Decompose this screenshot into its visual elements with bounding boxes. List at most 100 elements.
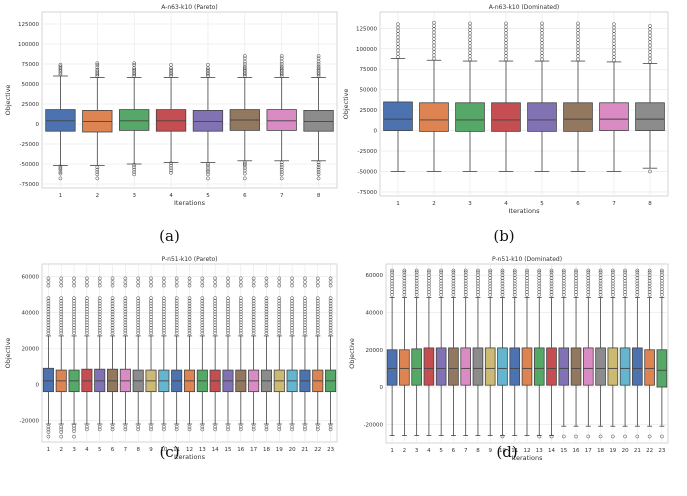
box-body — [583, 347, 594, 386]
outlier-point — [277, 323, 282, 327]
outlier-point — [97, 301, 102, 306]
outlier-point — [476, 292, 480, 297]
outlier-point — [488, 273, 493, 278]
outlier-point — [439, 270, 444, 275]
outlier-point — [279, 165, 284, 170]
outlier-point — [277, 276, 282, 281]
outlier-point — [242, 54, 247, 58]
outlier-point — [647, 281, 652, 286]
outlier-point — [97, 315, 102, 319]
x-tick-label: 12 — [524, 448, 531, 454]
outlier-point — [303, 304, 307, 309]
outlier-point — [161, 312, 166, 317]
outlier-point — [174, 427, 179, 432]
outlier-point — [46, 283, 51, 288]
outlier-point — [586, 276, 591, 280]
outlier-point — [504, 21, 508, 26]
outlier-point — [279, 172, 284, 177]
y-tick-label: 0 — [36, 122, 40, 128]
outlier-point — [414, 281, 419, 286]
outlier-point — [187, 276, 192, 281]
outlier-point — [427, 276, 431, 280]
outlier-point — [123, 317, 128, 322]
outlier-point — [537, 287, 542, 292]
outlier-point — [316, 160, 321, 165]
outlier-point — [136, 276, 141, 281]
outlier-point — [574, 270, 578, 275]
outlier-point — [132, 62, 137, 67]
outlier-point — [537, 434, 542, 439]
outlier-point — [512, 273, 517, 278]
outlier-point — [251, 309, 256, 314]
outlier-point — [226, 427, 230, 432]
x-tick-label: 23 — [658, 448, 665, 454]
outlier-point — [264, 331, 269, 336]
outlier-point — [488, 281, 493, 286]
outlier-point — [97, 331, 102, 336]
outlier-point — [635, 287, 640, 292]
outlier-point — [647, 270, 652, 275]
outlier-point — [414, 273, 419, 278]
box-1 — [42, 276, 54, 439]
y-tick-label: 0 — [380, 385, 384, 391]
outlier-point — [85, 307, 89, 311]
outlier-point — [290, 331, 294, 336]
outlier-point — [414, 284, 419, 289]
outlier-point — [328, 283, 333, 288]
outlier-point — [200, 325, 205, 330]
outlier-point — [59, 325, 64, 330]
outlier-point — [85, 309, 89, 314]
box-body — [635, 102, 665, 131]
box-14 — [546, 268, 557, 439]
box-23 — [325, 276, 337, 432]
box-1 — [383, 22, 413, 172]
outlier-point — [315, 317, 320, 322]
box-17 — [248, 276, 260, 432]
outlier-point — [200, 427, 205, 432]
outlier-point — [500, 270, 505, 275]
x-tick-label: 4 — [427, 448, 431, 454]
x-tick-label: 3 — [132, 193, 136, 199]
chart-title: A-n63-k10 (Dominated) — [489, 4, 560, 11]
outlier-point — [660, 281, 664, 286]
outlier-point — [328, 312, 333, 317]
y-tick-label: 20000 — [366, 348, 384, 354]
subfigure-caption: (d) — [496, 443, 517, 461]
box-body — [644, 349, 655, 386]
outlier-point — [161, 328, 166, 333]
outlier-point — [213, 304, 218, 309]
plot-frame — [41, 11, 338, 189]
outlier-point — [660, 287, 664, 292]
box-19 — [607, 268, 619, 439]
box-4 — [81, 276, 93, 432]
outlier-point — [574, 268, 578, 273]
outlier-point — [402, 287, 407, 292]
outlier-point — [463, 290, 468, 294]
outlier-point — [132, 172, 137, 177]
outlier-point — [136, 317, 141, 322]
chart-2: -75000 -50000 -25000 0 25000 50000 75000 100000… — [342, 4, 669, 245]
outlier-point — [187, 299, 192, 303]
outlier-point — [226, 328, 230, 333]
outlier-point — [174, 276, 179, 281]
outlier-point — [290, 309, 294, 314]
outlier-point — [226, 320, 230, 325]
outlier-point — [610, 292, 615, 297]
outlier-point — [161, 283, 166, 288]
outlier-point — [315, 307, 320, 311]
outlier-point — [328, 424, 333, 429]
outlier-point — [537, 276, 542, 280]
outlier-point — [251, 312, 256, 317]
y-tick-label: 125000 — [356, 26, 377, 32]
outlier-point — [561, 270, 566, 275]
outlier-point — [303, 320, 307, 325]
outlier-point — [59, 320, 64, 325]
outlier-point — [635, 281, 640, 286]
outlier-point — [85, 283, 89, 288]
outlier-point — [414, 270, 419, 275]
outlier-point — [46, 301, 51, 306]
outlier-point — [110, 276, 115, 281]
x-tick-label: 13 — [536, 448, 543, 454]
outlier-point — [95, 67, 100, 72]
outlier-point — [316, 162, 321, 167]
